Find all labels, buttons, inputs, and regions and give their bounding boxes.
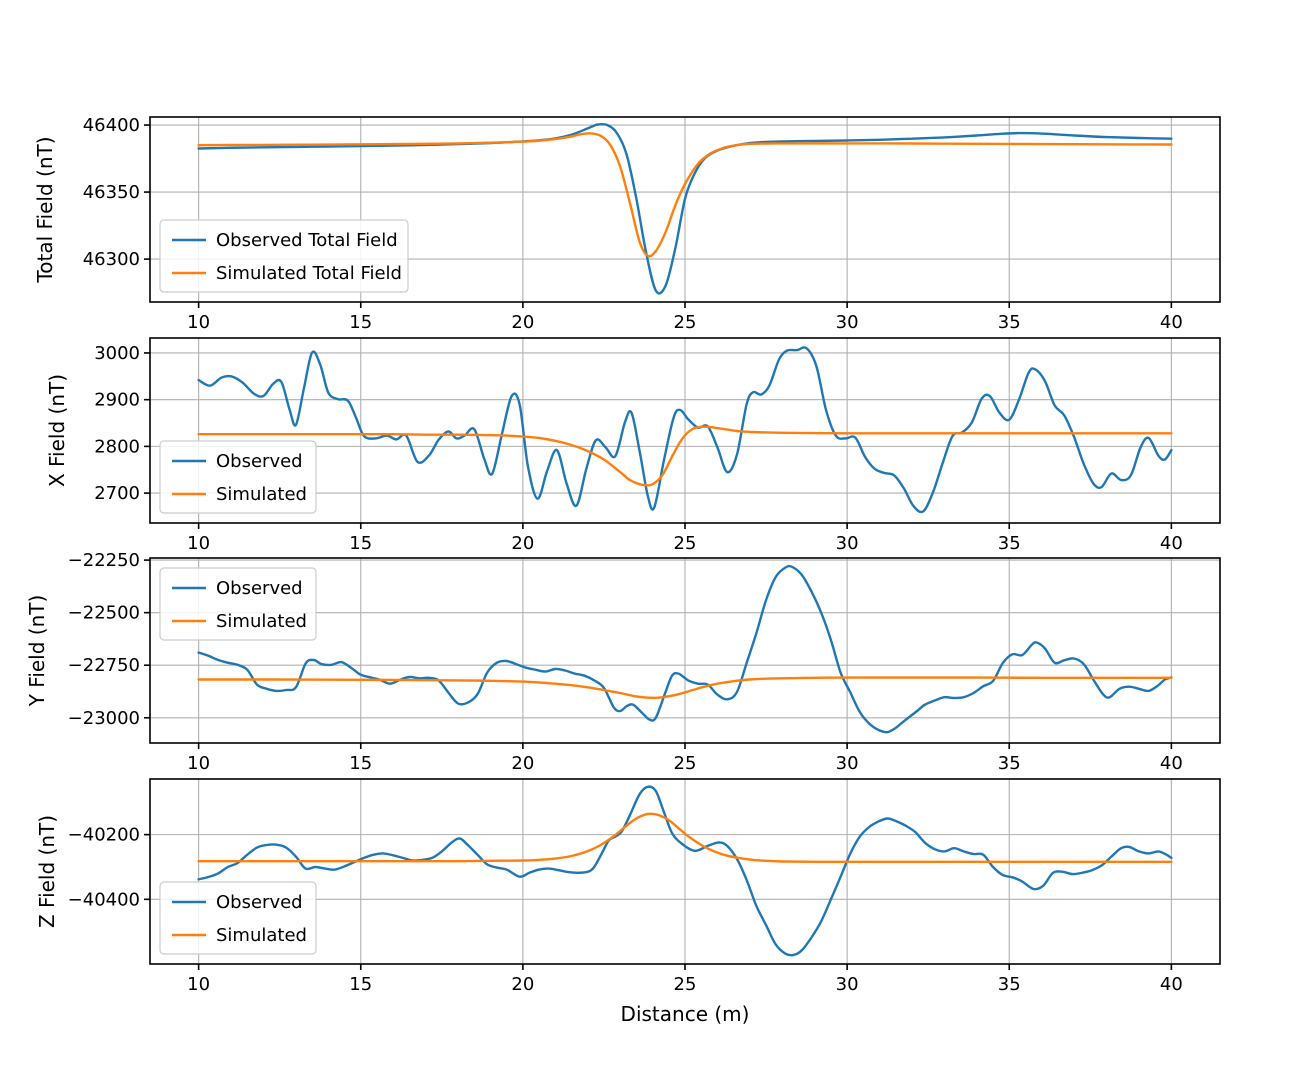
x-tick-label: 15 [349, 312, 372, 333]
x-tick-label: 40 [1160, 533, 1183, 554]
x-tick-label: 35 [998, 974, 1021, 995]
x-tick-label: 10 [187, 533, 210, 554]
y-tick-label: −23000 [68, 708, 140, 729]
x-tick-label: 35 [998, 312, 1021, 333]
panel-x-field: 10 15 20 25 30 35 40 2700 2800 2900 3000 X Field (n… [45, 337, 1221, 554]
x-tick-label: 25 [674, 753, 697, 774]
legend-item: Simulated [172, 484, 307, 505]
y-tick-label: 2700 [94, 483, 140, 504]
y-tick-label: 3000 [94, 343, 140, 364]
legend-label: Observed Total Field [216, 230, 398, 251]
y-tick-label: −40400 [68, 889, 140, 910]
y-axis-label: Total Field (nT) [33, 136, 57, 283]
z-field-simulated-line [197, 812, 1173, 864]
y-axis-label: Z Field (nT) [35, 815, 59, 928]
x-tick-label: 10 [187, 312, 210, 333]
legend: Observed Simulated [159, 440, 317, 514]
x-tick-label: 40 [1160, 753, 1183, 774]
legend-label: Simulated [216, 925, 307, 946]
y-field-simulated-line [197, 676, 1173, 700]
x-tick-label: 10 [187, 753, 210, 774]
x-field-observed-line [197, 346, 1173, 514]
legend: Observed Total Field Simulated Total Fiel… [159, 219, 409, 293]
legend-label: Observed [216, 892, 303, 913]
y-tick-label: −22250 [68, 550, 140, 571]
legend-label: Observed [216, 578, 303, 599]
y-axis-label: Y Field (nT) [25, 595, 49, 708]
legend-item: Observed Total Field [172, 230, 398, 251]
legend: Observed Simulated [159, 567, 317, 641]
x-tick-label: 30 [836, 753, 859, 774]
x-tick-label: 20 [511, 533, 534, 554]
legend-item: Observed [172, 451, 303, 472]
x-tick-label: 10 [187, 974, 210, 995]
legend-item: Simulated [172, 611, 307, 632]
x-field-simulated-line [197, 425, 1173, 487]
legend-label: Simulated [216, 484, 307, 505]
x-tick-label: 25 [674, 974, 697, 995]
y-axis-label: X Field (nT) [45, 374, 69, 487]
x-tick-label: 30 [836, 974, 859, 995]
legend-label: Simulated [216, 611, 307, 632]
x-tick-label: 20 [511, 312, 534, 333]
legend-item: Simulated [172, 925, 307, 946]
x-tick-label: 30 [836, 533, 859, 554]
legend-item: Observed [172, 892, 303, 913]
x-axis-label: Distance (m) [620, 1002, 750, 1026]
legend-label: Observed [216, 451, 303, 472]
x-tick-label: 40 [1160, 312, 1183, 333]
x-tick-label: 30 [836, 312, 859, 333]
y-tick-label: 2900 [94, 390, 140, 411]
y-tick-label: 46400 [83, 115, 140, 136]
x-tick-label: 20 [511, 974, 534, 995]
total-field-simulated-total-field-line [197, 132, 1173, 258]
x-tick-label: 25 [674, 533, 697, 554]
x-tick-label: 35 [998, 753, 1021, 774]
x-tick-label: 25 [674, 312, 697, 333]
legend-item: Simulated Total Field [172, 263, 402, 284]
legend-item: Observed [172, 578, 303, 599]
y-tick-label: 2800 [94, 436, 140, 457]
y-tick-label: −40200 [68, 825, 140, 846]
panel-y-field: 10 15 20 25 30 35 40 −23000 −22750 −22500 −22250 Y … [25, 550, 1221, 774]
panel-z-field: 10 15 20 25 30 35 40 −40400 −40200 Z Field (nT) Ob… [35, 778, 1221, 995]
panel-total-field: 10 15 20 25 30 35 40 46300 46350 46400 Total Field… [33, 115, 1221, 333]
legend: Observed Simulated [159, 881, 317, 955]
y-field-observed-line [197, 564, 1173, 734]
legend-box [159, 219, 409, 293]
y-tick-label: −22750 [68, 655, 140, 676]
y-tick-label: 46300 [83, 249, 140, 270]
x-tick-label: 15 [349, 753, 372, 774]
x-tick-label: 15 [349, 533, 372, 554]
x-tick-label: 20 [511, 753, 534, 774]
legend-label: Simulated Total Field [216, 263, 402, 284]
y-tick-label: −22500 [68, 603, 140, 624]
x-tick-label: 15 [349, 974, 372, 995]
y-tick-label: 46350 [83, 182, 140, 203]
z-field-observed-line [197, 785, 1173, 957]
x-tick-label: 35 [998, 533, 1021, 554]
x-tick-label: 40 [1160, 974, 1183, 995]
